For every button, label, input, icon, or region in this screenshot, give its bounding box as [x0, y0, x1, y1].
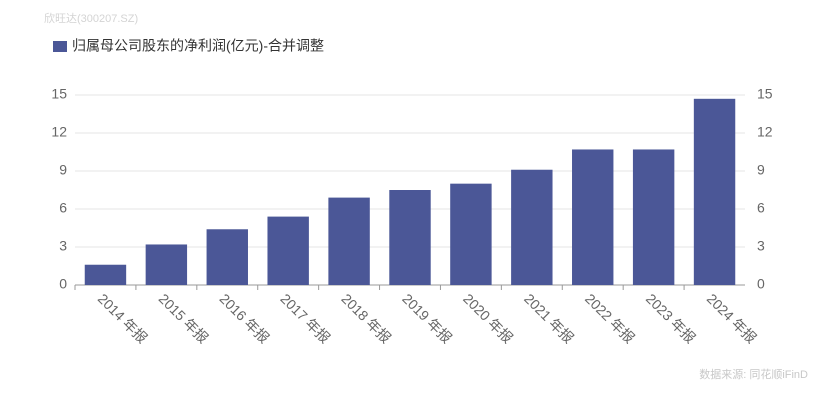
bar	[693, 98, 736, 285]
x-tick-label: 2024 年报	[704, 290, 760, 346]
y2-tick-label: 15	[757, 86, 773, 102]
x-tick-label: 2019 年报	[399, 290, 455, 346]
source-note: 数据来源: 同花顺iFinD	[699, 367, 808, 381]
x-tick-label: 2015 年报	[156, 290, 212, 346]
bar	[450, 183, 492, 285]
bar	[632, 149, 675, 285]
y-tick-label: 3	[59, 238, 67, 254]
bar	[511, 169, 553, 285]
bar	[572, 149, 614, 285]
y2-tick-label: 12	[757, 124, 773, 140]
x-tick-label: 2023 年报	[643, 290, 699, 346]
y2-tick-label: 6	[757, 200, 765, 216]
y2-tick-label: 0	[757, 276, 765, 292]
x-tick-label: 2016 年报	[217, 290, 273, 346]
legend-label: 归属母公司股东的净利润(亿元)-合并调整	[72, 38, 324, 54]
y2-tick-label: 3	[757, 238, 765, 254]
y-tick-label: 0	[59, 276, 67, 292]
x-tick-label: 2021 年报	[521, 290, 577, 346]
x-tick-label: 2014 年报	[95, 290, 151, 346]
legend-swatch	[53, 41, 67, 52]
bar	[84, 264, 127, 285]
x-tick-label: 2018 年报	[338, 290, 394, 346]
bar	[145, 244, 188, 285]
x-tick-label: 2020 年报	[460, 290, 516, 346]
x-tick-label: 2017 年报	[277, 290, 333, 346]
x-tick-label: 2022 年报	[582, 290, 638, 346]
y-tick-label: 6	[59, 200, 67, 216]
bar	[267, 216, 309, 285]
y2-tick-label: 9	[757, 162, 765, 178]
y-tick-label: 9	[59, 162, 67, 178]
y-tick-label: 12	[51, 124, 67, 140]
y-tick-label: 15	[51, 86, 67, 102]
bar	[389, 190, 431, 285]
bar	[206, 229, 248, 285]
watermark: 欣旺达(300207.SZ)	[44, 11, 138, 25]
bar	[328, 197, 370, 285]
